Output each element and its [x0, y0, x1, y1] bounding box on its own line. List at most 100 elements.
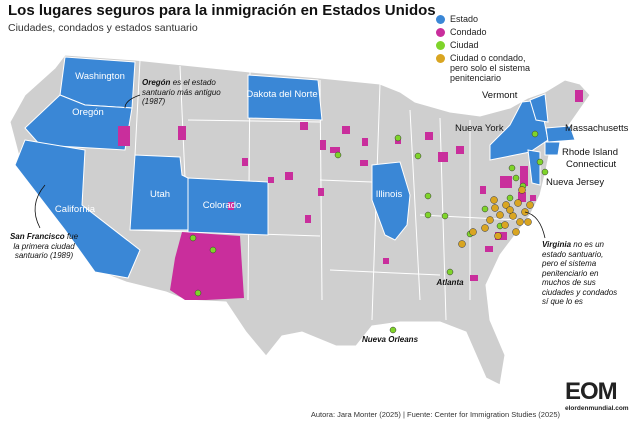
- sanctuary-state: [544, 141, 561, 156]
- legend: Estado Condado Ciudad Ciudad o condado, per…: [436, 14, 566, 86]
- jail-only: [496, 211, 504, 219]
- annotation-arrow: [124, 94, 141, 109]
- sanctuary-county: [330, 147, 340, 153]
- sanctuary-county: [178, 126, 186, 140]
- annotation: Oregón es el estado santuario más antigu…: [142, 78, 234, 107]
- legend-label: Condado: [450, 27, 487, 37]
- legend-label: Ciudad: [450, 40, 479, 50]
- sanctuary-county: [425, 132, 433, 140]
- jail-only: [518, 186, 526, 194]
- jail-only: [526, 201, 534, 209]
- sanctuary-city: [389, 326, 397, 334]
- annotation: San Francisco fue la primera ciudad sant…: [8, 232, 80, 261]
- state-border: [409, 109, 421, 301]
- legend-swatch: [436, 15, 445, 24]
- state-label: Colorado: [203, 200, 242, 211]
- state-label: Nueva York: [455, 123, 504, 134]
- sanctuary-city: [536, 158, 544, 166]
- sanctuary-state: [371, 161, 411, 241]
- jail-only: [514, 199, 522, 207]
- state-label: Illinois: [376, 189, 403, 200]
- sanctuary-county: [285, 172, 293, 180]
- sanctuary-city: [194, 289, 202, 297]
- sanctuary-city: [481, 205, 489, 213]
- sanctuary-county: [362, 138, 368, 146]
- jail-only: [512, 228, 520, 236]
- sanctuary-city: [414, 152, 422, 160]
- sanctuary-county: [118, 126, 130, 146]
- sanctuary-city: [508, 164, 516, 172]
- state-label: California: [55, 204, 96, 215]
- sanctuary-state: [247, 74, 323, 121]
- legend-item: Ciudad: [436, 40, 566, 50]
- site: elordenmundial.com: [565, 405, 629, 412]
- sanctuary-county: [485, 246, 493, 252]
- sanctuary-city: [334, 151, 342, 159]
- sanctuary-county: [520, 166, 528, 186]
- sanctuary-state: [24, 94, 133, 151]
- sanctuary-state: [527, 149, 541, 186]
- city-label: Nueva Orleans: [362, 335, 419, 344]
- annotation-arrow: [524, 211, 546, 239]
- sanctuary-county: [318, 188, 324, 196]
- sanctuary-city: [394, 134, 402, 142]
- jail-only: [506, 206, 514, 214]
- sanctuary-city: [424, 211, 432, 219]
- jail-only: [502, 201, 510, 209]
- sanctuary-state: [545, 125, 576, 143]
- jail-only: [490, 196, 498, 204]
- legend-item: Estado: [436, 14, 566, 24]
- sanctuary-county: [500, 176, 512, 188]
- jail-only: [481, 224, 489, 232]
- sanctuary-county: [456, 146, 464, 154]
- state-label: Connecticut: [566, 159, 617, 170]
- jail-only: [491, 204, 499, 212]
- annotation-text: es el estado santuario más antiguo (1987…: [142, 78, 221, 106]
- state-border: [179, 65, 186, 179]
- state-label: Utah: [150, 189, 170, 200]
- state-border: [419, 214, 521, 221]
- sanctuary-city: [446, 268, 454, 276]
- state-label: Nueva Jersey: [546, 177, 604, 188]
- annotation-arrow: [34, 184, 46, 229]
- sanctuary-county: [320, 140, 326, 150]
- sanctuary-county: [228, 202, 234, 210]
- subtitle: Ciudades, condados y estados santuario: [8, 22, 198, 34]
- state-border: [134, 59, 141, 156]
- annotation: Virginia no es un estado santuario, pero…: [542, 240, 620, 307]
- annotation-lead: Oregón: [142, 78, 171, 87]
- state-border: [187, 119, 321, 123]
- state-label: Washington: [75, 71, 125, 82]
- legend-swatch: [436, 41, 445, 50]
- legend-item: Condado: [436, 27, 566, 37]
- legend-item: Ciudad o condado, pero solo el sistema p…: [436, 53, 566, 83]
- sanctuary-city: [541, 168, 549, 176]
- sanctuary-county: [438, 152, 448, 162]
- annotation-text: fue la primera ciudad santuario (1989): [13, 232, 79, 260]
- jail-only: [516, 218, 524, 226]
- state-label: Dakota del Norte: [246, 89, 317, 100]
- logo: EOM: [565, 378, 618, 405]
- legend-swatch: [436, 28, 445, 37]
- city-label: Atlanta: [435, 278, 464, 287]
- state-border: [439, 117, 447, 321]
- sanctuary-county: [480, 186, 486, 194]
- jail-only: [469, 228, 477, 236]
- sanctuary-county: [242, 158, 248, 166]
- sanctuary-county: [305, 215, 311, 223]
- state-border: [329, 269, 441, 276]
- state-label: Massachusetts: [565, 123, 629, 134]
- state-label: Oregón: [72, 107, 104, 118]
- sanctuary-county: [342, 126, 350, 134]
- sanctuary-county: [470, 275, 478, 281]
- sanctuary-city: [512, 174, 520, 182]
- legend-swatch: [436, 54, 445, 63]
- sanctuary-city: [189, 234, 197, 242]
- jail-only: [486, 216, 494, 224]
- jail-only: [501, 221, 509, 229]
- sanctuary-county: [575, 90, 583, 102]
- jail-only: [458, 240, 466, 248]
- title: Los lugares seguros para la inmigración …: [8, 2, 436, 19]
